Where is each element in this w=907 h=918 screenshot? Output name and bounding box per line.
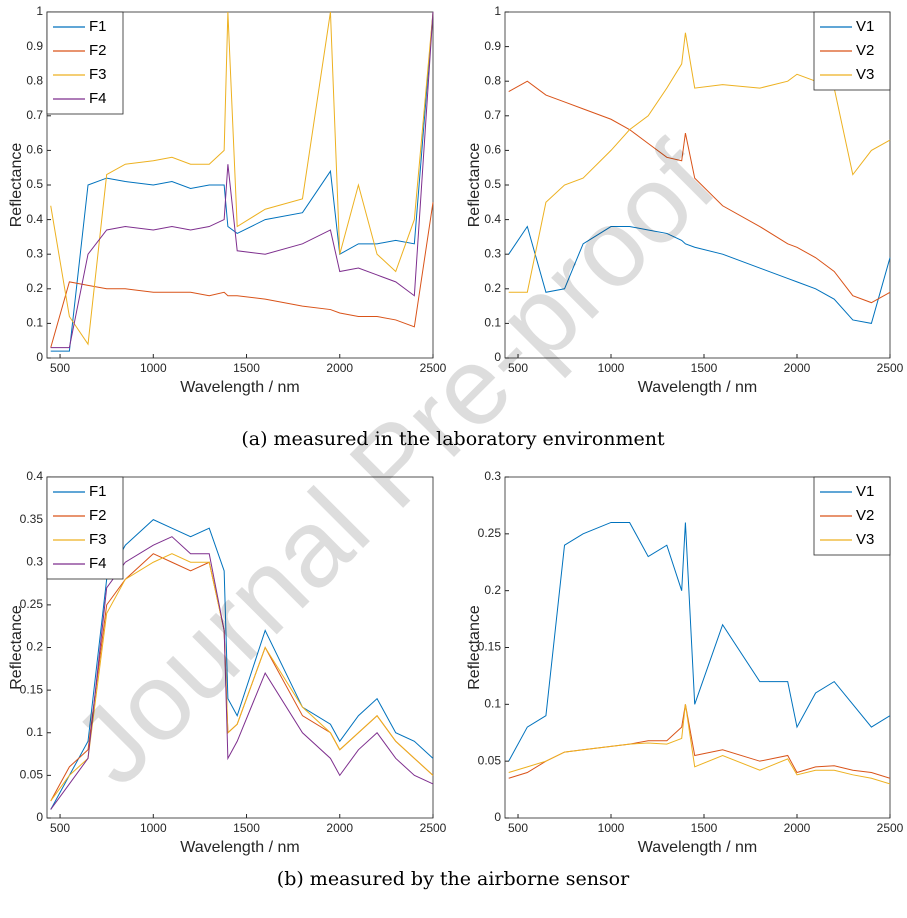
- series-line: [50, 11, 434, 349]
- y-tick-label: 0.1: [484, 697, 501, 711]
- legend-box: [46, 11, 124, 115]
- x-axis-label: Wavelength / nm: [638, 379, 757, 396]
- legend-label: F1: [89, 18, 107, 35]
- x-tick-label: 1500: [691, 361, 718, 375]
- y-tick-label: 0.5: [26, 177, 43, 191]
- x-tick-label: 2000: [326, 361, 353, 375]
- y-tick-label: 0.25: [20, 597, 44, 611]
- y-tick-label: 0.3: [26, 554, 43, 568]
- y-tick-label: 0.9: [26, 39, 43, 53]
- series-line: [508, 704, 891, 785]
- x-tick-label: 1500: [233, 361, 260, 375]
- chart: 500 1000 1500 2000 2500 0 0.05 0.1 0.15 0.2 0.25 0.…: [466, 469, 903, 856]
- series-line: [508, 80, 891, 304]
- y-tick-label: 0.2: [484, 583, 501, 597]
- series-line: [50, 11, 434, 346]
- y-tick-label: 0: [494, 350, 501, 364]
- series-line: [508, 521, 891, 762]
- y-axis-label: Reflectance: [8, 143, 25, 228]
- legend-label: V3: [856, 531, 874, 548]
- x-tick-label: 500: [508, 361, 528, 375]
- x-tick-label: 2000: [784, 821, 811, 835]
- y-tick-label: 1: [36, 4, 43, 18]
- legend-box: [46, 476, 124, 580]
- y-tick-label: 0.25: [478, 526, 502, 540]
- y-tick-label: 0: [36, 350, 43, 364]
- legend-label: F4: [89, 555, 107, 572]
- x-tick-label: 2500: [420, 361, 447, 375]
- legend-label: F4: [89, 90, 107, 107]
- x-tick-label: 1000: [140, 361, 167, 375]
- x-tick-label: 1000: [598, 821, 625, 835]
- y-tick-label: 0.9: [484, 39, 501, 53]
- y-tick-label: 0.2: [26, 281, 43, 295]
- x-tick-label: 2000: [784, 361, 811, 375]
- chart: 500 1000 1500 2000 2500 0 0.1 0.2 0.3 0.4 0.5 0.6 0.…: [466, 4, 903, 396]
- y-tick-label: 0.1: [26, 316, 43, 330]
- x-tick-label: 1500: [233, 821, 260, 835]
- caption: (a) measured in the laboratory environme…: [241, 428, 665, 450]
- x-axis-label: Wavelength / nm: [638, 839, 757, 856]
- y-tick-label: 0.05: [478, 753, 502, 767]
- y-tick-label: 0.05: [20, 768, 44, 782]
- x-tick-label: 2500: [877, 361, 904, 375]
- y-axis-label: Reflectance: [8, 605, 25, 690]
- series-line: [50, 202, 434, 348]
- legend-label: V2: [856, 42, 874, 59]
- legend-label: F2: [89, 42, 107, 59]
- legend-label: V1: [856, 483, 874, 500]
- x-tick-label: 1500: [691, 821, 718, 835]
- legend-label: F1: [89, 483, 107, 500]
- legend-label: F3: [89, 531, 107, 548]
- y-tick-label: 0.1: [484, 316, 501, 330]
- x-tick-label: 500: [50, 361, 70, 375]
- series-line: [508, 225, 891, 324]
- y-tick-label: 0.7: [26, 108, 43, 122]
- chart: 500 1000 1500 2000 2500 0 0.1 0.2 0.3 0.4 0.5 0.6 0.…: [8, 4, 446, 396]
- legend-label: V2: [856, 507, 874, 524]
- x-axis-label: Wavelength / nm: [180, 379, 299, 396]
- y-tick-label: 0: [494, 810, 501, 824]
- y-tick-label: 0.7: [484, 108, 501, 122]
- legend-label: V1: [856, 18, 874, 35]
- legend-label: V3: [856, 66, 874, 83]
- y-tick-label: 0.6: [26, 143, 43, 157]
- x-tick-label: 500: [508, 821, 528, 835]
- y-tick-label: 0.35: [20, 512, 44, 526]
- y-tick-label: 0: [36, 810, 43, 824]
- series-line: [50, 11, 434, 352]
- y-tick-label: 0.4: [484, 212, 501, 226]
- y-tick-label: 0.4: [26, 212, 43, 226]
- y-tick-label: 0.5: [484, 177, 501, 191]
- x-tick-label: 1000: [598, 361, 625, 375]
- y-tick-label: 0.2: [26, 640, 43, 654]
- y-tick-label: 0.8: [484, 73, 501, 87]
- x-tick-label: 2500: [877, 821, 904, 835]
- y-tick-label: 0.3: [26, 246, 43, 260]
- y-tick-label: 0.1: [26, 725, 43, 739]
- x-tick-label: 500: [50, 821, 70, 835]
- y-tick-label: 0.3: [484, 469, 501, 483]
- x-axis-label: Wavelength / nm: [180, 839, 299, 856]
- chart: 500 1000 1500 2000 2500 0 0.05 0.1 0.15 0.2 0.25 0.…: [8, 469, 446, 856]
- x-tick-label: 1000: [140, 821, 167, 835]
- legend-label: F3: [89, 66, 107, 83]
- y-axis-label: Reflectance: [466, 143, 483, 228]
- y-tick-label: 0.8: [26, 73, 43, 87]
- y-tick-label: 0.15: [20, 682, 44, 696]
- x-tick-label: 2500: [420, 821, 447, 835]
- y-tick-label: 0.4: [26, 469, 43, 483]
- y-tick-label: 0.3: [484, 246, 501, 260]
- series-line: [50, 553, 434, 802]
- y-tick-label: 0.15: [478, 640, 502, 654]
- y-tick-label: 0.2: [484, 281, 501, 295]
- caption: (b) measured by the airborne sensor: [277, 868, 630, 890]
- x-tick-label: 2000: [326, 821, 353, 835]
- y-tick-label: 1: [494, 4, 501, 18]
- legend-label: F2: [89, 507, 107, 524]
- y-tick-label: 0.6: [484, 143, 501, 157]
- y-axis-label: Reflectance: [466, 605, 483, 690]
